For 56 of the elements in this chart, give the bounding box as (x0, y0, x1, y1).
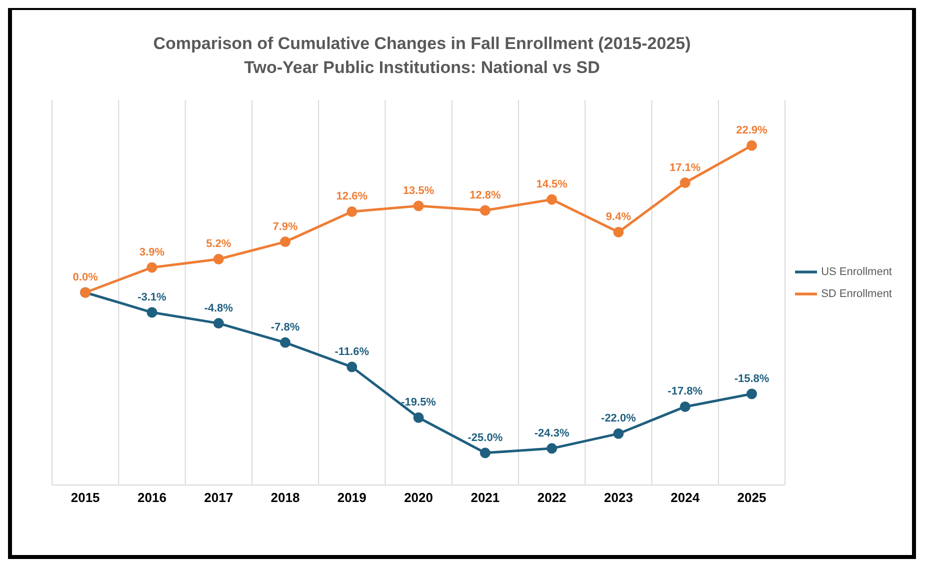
data-label: -19.5% (401, 396, 436, 409)
point (413, 412, 424, 423)
point (346, 206, 358, 217)
data-label: -22.0% (601, 412, 636, 425)
data-label: 12.8% (470, 189, 501, 202)
data-label: -25.0% (468, 432, 503, 444)
x-tick-label: 2016 (138, 490, 166, 506)
point (680, 178, 690, 188)
point (546, 194, 558, 205)
data-label: -24.3% (534, 427, 570, 440)
legend-label: SD Enrollment (821, 287, 892, 300)
point (746, 388, 758, 400)
point (213, 254, 224, 264)
point (146, 307, 158, 318)
point (613, 428, 624, 439)
x-tick-label: 2022 (537, 490, 566, 506)
legend-label: US Enrollment (821, 265, 892, 278)
data-label: 14.5% (536, 178, 568, 190)
point (280, 337, 290, 348)
x-tick-label: 2018 (270, 490, 300, 506)
point (680, 401, 690, 412)
data-label: -3.1% (138, 291, 167, 304)
x-tick-label: 2019 (337, 490, 366, 506)
point (346, 362, 358, 372)
point (413, 200, 424, 212)
chart-subtitle: Two-Year Public Institutions: National vs SD (243, 57, 601, 79)
chart-title: Comparison of Cumulative Changes in Fall Enrollment (2015-2025) (152, 33, 692, 55)
x-tick-label: 2024 (670, 490, 700, 506)
point (746, 140, 758, 151)
data-label: 12.6% (336, 190, 368, 203)
data-label: 13.5% (402, 184, 434, 197)
x-tick-label: 2017 (204, 490, 234, 506)
data-label: -11.6% (334, 346, 370, 358)
x-tick-label: 2021 (470, 490, 500, 506)
x-tick-label: 2015 (70, 490, 100, 506)
point (546, 443, 558, 454)
data-label: 9.4% (606, 211, 632, 224)
x-tick-label: 2023 (604, 490, 633, 506)
data-label: -4.8% (204, 302, 234, 314)
data-label: -15.8% (734, 372, 770, 385)
data-label: 5.2% (206, 238, 232, 250)
x-tick-label: 2025 (737, 490, 766, 506)
point (480, 205, 490, 216)
data-label: 0.0% (72, 272, 98, 284)
data-label: -7.8% (270, 322, 300, 334)
point (146, 262, 158, 273)
point (213, 318, 224, 329)
point (280, 236, 290, 248)
data-label: 17.1% (670, 162, 701, 174)
data-label: 7.9% (272, 220, 298, 233)
data-label: 3.9% (139, 246, 165, 258)
data-label: -17.8% (668, 386, 703, 398)
point (480, 448, 490, 458)
data-label: 22.9% (736, 124, 768, 137)
x-tick-label: 2020 (404, 490, 433, 506)
point (613, 226, 624, 238)
